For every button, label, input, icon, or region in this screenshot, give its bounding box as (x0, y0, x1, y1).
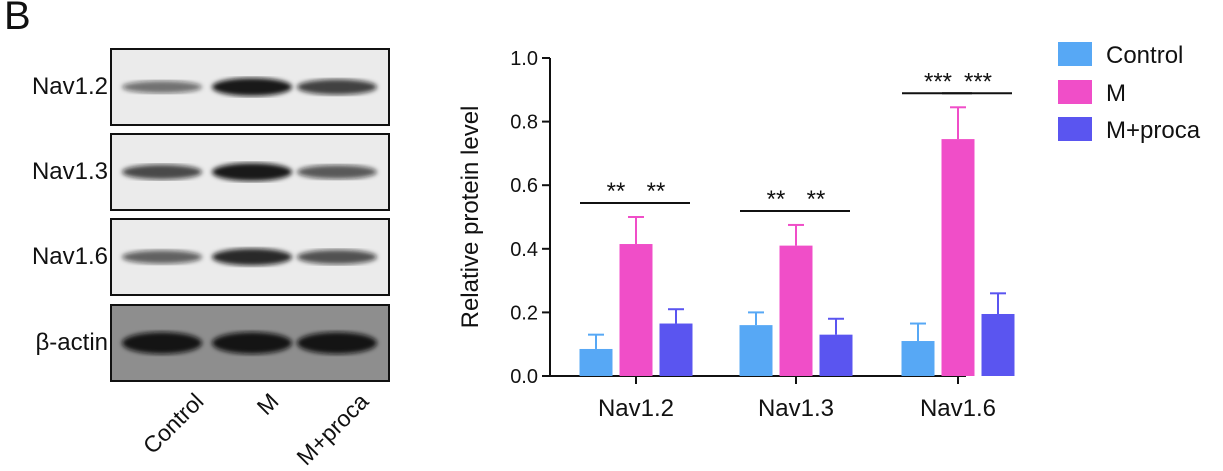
bar (779, 245, 813, 376)
blot-row-label: Nav1.6 (31, 243, 108, 270)
y-tick-label: 0.2 (510, 302, 538, 324)
blot-band (297, 332, 377, 354)
significance-label: ** (767, 186, 786, 213)
x-tick-label: Nav1.6 (920, 395, 996, 422)
bar-chart: 0.0 0.2 0.4 0.6 0.8 1.0 Relative protein level… (457, 42, 1201, 422)
bar (579, 348, 613, 376)
blot-band (297, 79, 377, 95)
legend-swatch (1058, 42, 1092, 66)
significance-label: *** (964, 68, 992, 95)
legend-label: M (1106, 80, 1126, 107)
blot-band (122, 250, 202, 264)
legend-swatch (1058, 117, 1092, 141)
x-tick-label: Nav1.3 (758, 395, 834, 422)
y-tick-label: 1.0 (510, 48, 538, 70)
blot-band (212, 332, 292, 354)
blot-band (297, 165, 377, 179)
bar (981, 313, 1015, 376)
blot-band (212, 248, 292, 266)
blot-row-3 (110, 218, 390, 296)
legend-label: M+proca (1106, 117, 1201, 144)
panel-label: B (4, 0, 31, 38)
y-tick-label: 0.8 (510, 112, 538, 134)
significance-label: ** (647, 178, 666, 205)
blot-band (122, 332, 202, 354)
y-tick-label: 0.4 (510, 239, 538, 261)
blot-lane-label: Control (137, 388, 209, 459)
y-tick-label: 0.0 (510, 366, 538, 388)
blot-row-label: β-actin (35, 329, 109, 356)
blot-band (212, 163, 292, 181)
significance-label: *** (924, 68, 952, 95)
blot-row-label: Nav1.3 (31, 158, 108, 185)
y-tick-label: 0.6 (510, 175, 538, 197)
blot-band (122, 80, 202, 94)
blot-row-label: Nav1.2 (31, 73, 108, 100)
x-tick-label: Nav1.2 (598, 395, 674, 422)
legend-label: Control (1106, 42, 1183, 69)
blot-lane-label: M+proca (291, 388, 374, 471)
significance-label: ** (607, 178, 626, 205)
bar (941, 139, 975, 376)
blot-row-2 (110, 133, 390, 211)
significance-label: ** (807, 186, 826, 213)
blot-band (212, 78, 292, 96)
bar (659, 323, 693, 376)
blot-band (122, 164, 202, 180)
blot-row-4 (110, 304, 390, 382)
blot-band (297, 249, 377, 265)
bar (819, 334, 853, 376)
blot-row-1 (110, 48, 390, 126)
bar (739, 325, 773, 376)
y-axis-label: Relative protein level (457, 106, 484, 329)
legend-swatch (1058, 80, 1092, 104)
blot-lane-label: M (251, 388, 284, 420)
bar (901, 341, 935, 376)
bar (619, 244, 653, 376)
